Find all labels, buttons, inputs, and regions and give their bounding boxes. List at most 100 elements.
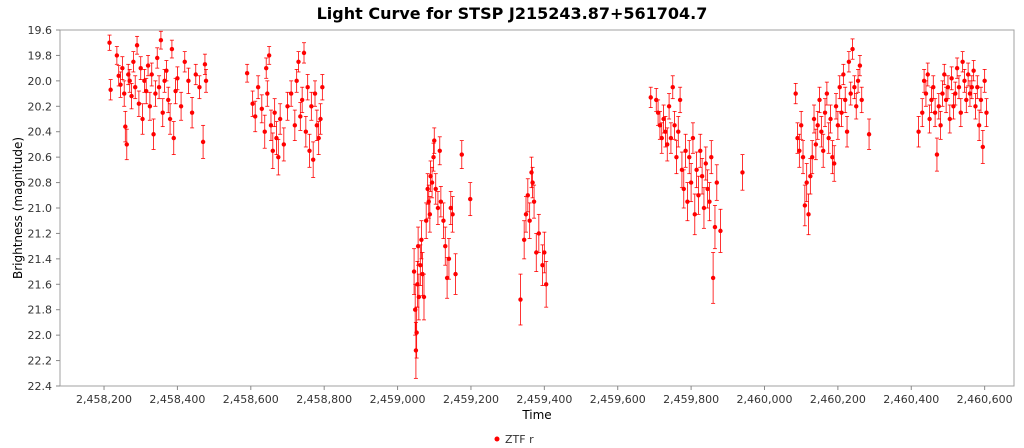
data-point bbox=[318, 103, 323, 135]
data-point bbox=[956, 75, 962, 100]
point-marker bbox=[925, 72, 930, 77]
data-point bbox=[134, 35, 140, 55]
data-point bbox=[672, 110, 677, 140]
point-marker bbox=[685, 199, 690, 204]
y-tick-label: 21.4 bbox=[28, 253, 53, 266]
point-marker bbox=[144, 88, 149, 94]
data-point bbox=[973, 93, 978, 120]
point-marker bbox=[155, 55, 160, 61]
y-tick-label: 20.2 bbox=[28, 100, 53, 113]
point-marker bbox=[262, 129, 267, 134]
data-point bbox=[648, 86, 653, 108]
point-marker bbox=[802, 203, 808, 208]
data-point bbox=[674, 140, 679, 175]
point-marker bbox=[809, 154, 815, 160]
point-marker bbox=[429, 180, 435, 185]
data-point bbox=[292, 109, 298, 142]
point-marker bbox=[967, 91, 973, 96]
plot-background bbox=[59, 29, 1015, 387]
data-point bbox=[108, 79, 113, 101]
point-marker bbox=[255, 85, 261, 90]
data-point bbox=[802, 184, 808, 227]
point-marker bbox=[953, 91, 958, 96]
data-point bbox=[268, 109, 274, 142]
data-point bbox=[131, 51, 136, 73]
data-point bbox=[804, 163, 809, 203]
point-marker bbox=[973, 104, 978, 109]
point-marker bbox=[285, 104, 290, 109]
point-marker bbox=[244, 71, 250, 76]
point-marker bbox=[292, 123, 298, 128]
y-tick-label: 21.8 bbox=[28, 304, 53, 317]
data-point bbox=[421, 273, 427, 321]
data-point bbox=[122, 80, 127, 107]
data-point bbox=[288, 80, 294, 107]
x-axis-title: Time bbox=[521, 408, 551, 422]
point-marker bbox=[688, 180, 694, 185]
point-marker bbox=[936, 104, 941, 109]
data-point bbox=[685, 182, 690, 222]
data-point bbox=[285, 91, 290, 121]
point-marker bbox=[676, 129, 681, 134]
data-point bbox=[411, 248, 417, 295]
point-marker bbox=[270, 148, 276, 153]
data-point bbox=[310, 141, 316, 178]
data-point bbox=[156, 75, 162, 100]
point-marker bbox=[934, 152, 940, 157]
data-point bbox=[309, 91, 314, 121]
point-marker bbox=[431, 154, 436, 160]
data-point bbox=[423, 202, 429, 239]
data-point bbox=[521, 220, 527, 260]
point-marker bbox=[459, 152, 464, 157]
point-marker bbox=[672, 123, 677, 128]
x-tick-label: 2,460,600 bbox=[957, 393, 1013, 406]
data-point bbox=[301, 42, 307, 64]
point-marker bbox=[670, 85, 675, 90]
point-marker bbox=[932, 110, 938, 115]
data-point bbox=[844, 116, 850, 148]
data-point bbox=[303, 116, 309, 148]
data-point bbox=[114, 46, 120, 65]
data-point bbox=[136, 90, 142, 117]
point-marker bbox=[954, 65, 960, 71]
data-point bbox=[709, 140, 714, 175]
point-marker bbox=[437, 148, 442, 153]
data-point bbox=[960, 51, 965, 73]
data-point bbox=[984, 98, 989, 128]
point-marker bbox=[848, 91, 853, 96]
data-point bbox=[688, 163, 694, 203]
data-point bbox=[982, 69, 987, 93]
data-point bbox=[839, 98, 844, 128]
point-marker bbox=[419, 237, 424, 242]
legend: ZTF r bbox=[494, 433, 534, 446]
data-point bbox=[707, 182, 712, 222]
point-marker bbox=[677, 97, 683, 103]
point-marker bbox=[811, 116, 817, 122]
point-marker bbox=[518, 297, 523, 302]
data-point bbox=[954, 57, 960, 79]
point-marker bbox=[822, 110, 828, 115]
data-point bbox=[149, 62, 154, 87]
point-marker bbox=[956, 85, 962, 90]
y-tick-label: 20.6 bbox=[28, 151, 53, 164]
data-point bbox=[312, 80, 318, 107]
data-point bbox=[298, 102, 303, 131]
point-marker bbox=[301, 50, 307, 56]
x-tick-label: 2,460,000 bbox=[737, 393, 793, 406]
point-marker bbox=[718, 228, 723, 234]
data-point bbox=[262, 114, 267, 149]
point-marker bbox=[425, 186, 430, 192]
point-marker bbox=[964, 97, 969, 103]
point-marker bbox=[521, 237, 527, 242]
point-marker bbox=[305, 85, 310, 90]
data-point bbox=[320, 74, 325, 101]
data-point bbox=[929, 86, 934, 114]
point-marker bbox=[413, 348, 419, 353]
data-point bbox=[920, 98, 925, 128]
point-marker bbox=[534, 250, 539, 255]
data-point bbox=[828, 104, 833, 134]
data-point bbox=[531, 184, 537, 219]
data-point bbox=[299, 86, 305, 114]
data-point bbox=[826, 122, 831, 154]
